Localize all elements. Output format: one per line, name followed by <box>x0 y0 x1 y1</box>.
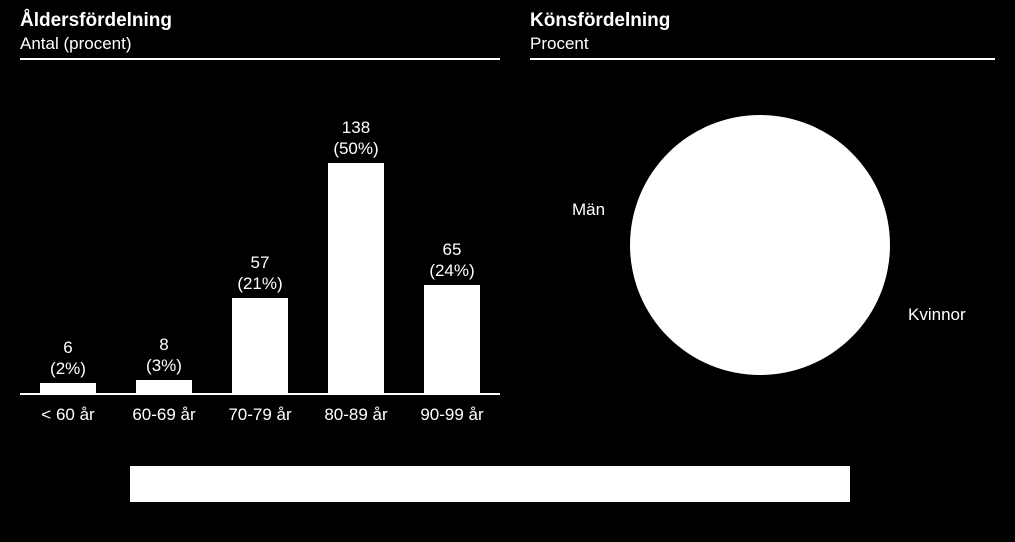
bar-count: 8 <box>159 335 168 354</box>
bar-count: 65 <box>443 240 462 259</box>
age-bar-col-3: 138 (50%) <box>317 118 395 393</box>
gender-pie-chart: Män Kvinnor <box>530 85 995 445</box>
bar-percent: (50%) <box>333 139 378 158</box>
pie-label-women: Kvinnor <box>908 305 966 325</box>
gender-chart-subtitle: Procent <box>530 34 995 54</box>
age-bar-col-4: 65 (24%) <box>413 240 491 393</box>
xlabel: 90-99 år <box>413 405 491 425</box>
charts-container: Åldersfördelning Antal (procent) 6 (2%) … <box>0 0 1015 445</box>
bar-percent: (21%) <box>237 274 282 293</box>
age-chart-title: Åldersfördelning <box>20 10 500 32</box>
age-bar-col-1: 8 (3%) <box>125 335 203 393</box>
bar-value-label: 138 (50%) <box>333 118 378 159</box>
bar-count: 138 <box>342 118 370 137</box>
bar-value-label: 57 (21%) <box>237 253 282 294</box>
pie-label-men: Män <box>572 200 605 220</box>
bar-value-label: 65 (24%) <box>429 240 474 281</box>
bar-count: 6 <box>63 338 72 357</box>
gender-chart-divider <box>530 58 995 60</box>
bar-value-label: 6 (2%) <box>50 338 86 379</box>
xlabel: 80-89 år <box>317 405 395 425</box>
bar-icon <box>328 163 384 393</box>
age-chart-baseline <box>20 393 500 395</box>
bar-percent: (3%) <box>146 356 182 375</box>
bar-icon <box>232 298 288 393</box>
age-bar-chart: 6 (2%) 8 (3%) 57 (21%) <box>20 85 500 425</box>
bar-value-label: 8 (3%) <box>146 335 182 376</box>
bar-percent: (24%) <box>429 261 474 280</box>
gender-chart-panel: Könsfördelning Procent Män Kvinnor <box>530 10 995 445</box>
bar-icon <box>424 285 480 393</box>
bar-icon <box>40 383 96 393</box>
age-bar-col-0: 6 (2%) <box>29 338 107 393</box>
xlabel: 60-69 år <box>125 405 203 425</box>
xlabel: < 60 år <box>29 405 107 425</box>
bar-percent: (2%) <box>50 359 86 378</box>
age-chart-divider <box>20 58 500 60</box>
age-chart-subtitle: Antal (procent) <box>20 34 500 54</box>
age-chart-panel: Åldersfördelning Antal (procent) 6 (2%) … <box>20 10 500 445</box>
pie-circle-icon <box>630 115 890 375</box>
age-bar-col-2: 57 (21%) <box>221 253 299 393</box>
age-bars-row: 6 (2%) 8 (3%) 57 (21%) <box>20 113 500 393</box>
bottom-bar <box>130 466 850 502</box>
gender-chart-title: Könsfördelning <box>530 10 995 32</box>
bar-count: 57 <box>251 253 270 272</box>
xlabel: 70-79 år <box>221 405 299 425</box>
age-chart-xlabels: < 60 år 60-69 år 70-79 år 80-89 år 90-99… <box>20 405 500 425</box>
bar-icon <box>136 380 192 393</box>
